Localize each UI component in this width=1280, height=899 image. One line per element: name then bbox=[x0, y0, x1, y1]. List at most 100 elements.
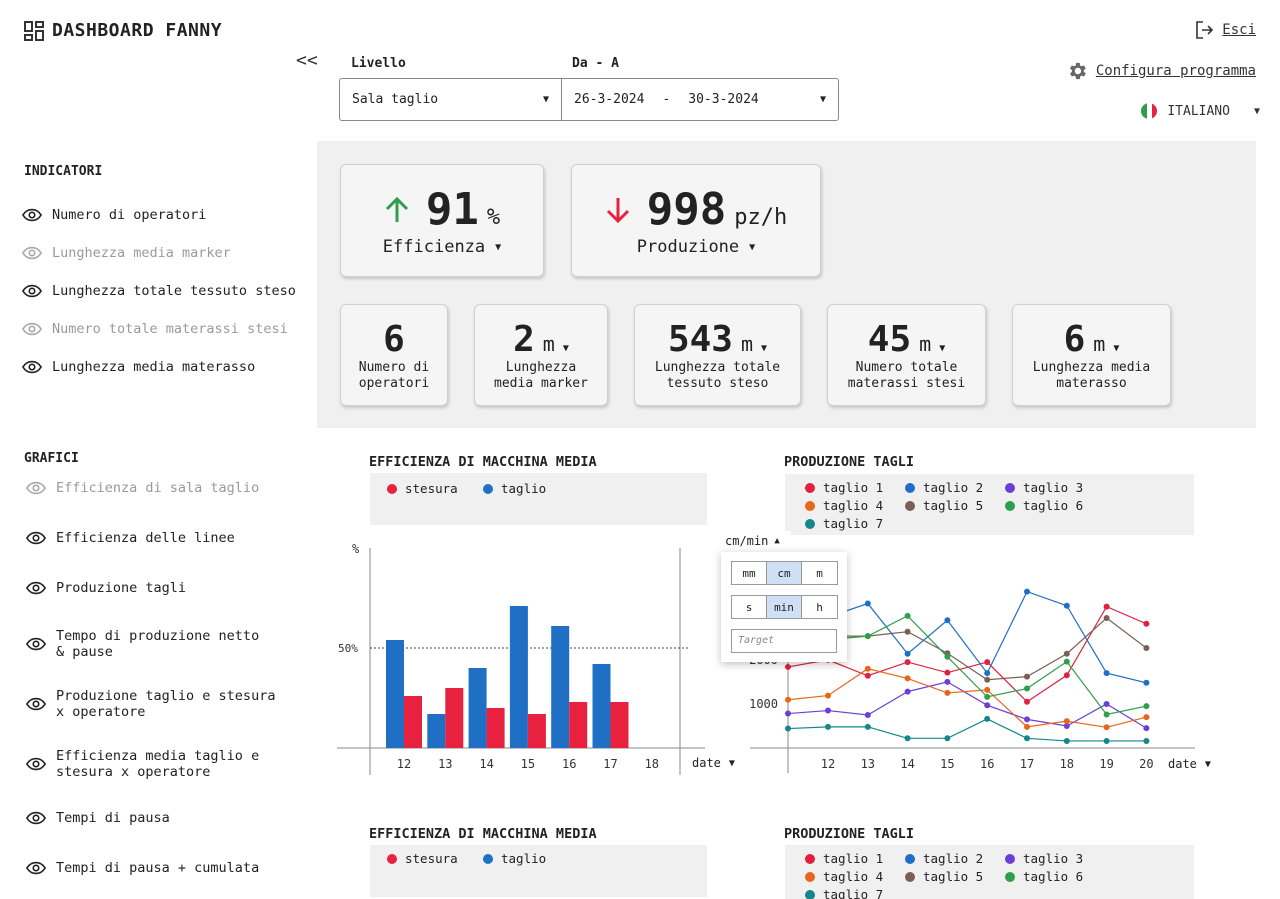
indicator-toggle[interactable]: Lunghezza totale tessuto steso bbox=[22, 283, 296, 299]
legend-item[interactable]: taglio 1 bbox=[805, 480, 883, 495]
chart-toggle[interactable]: Tempi di pausa + cumulata bbox=[26, 860, 259, 876]
kpi-value: 6 bbox=[1063, 318, 1086, 360]
data-point bbox=[904, 612, 911, 619]
level-select[interactable]: Sala taglio ▼ bbox=[340, 79, 562, 120]
legend-label: taglio 3 bbox=[1023, 480, 1084, 495]
legend-item[interactable]: taglio 6 bbox=[1005, 869, 1083, 884]
legend-item[interactable]: taglio 7 bbox=[805, 887, 883, 899]
eye-hidden-icon bbox=[22, 246, 42, 260]
bar-chart-x-unit-select[interactable]: date ▼ bbox=[692, 756, 735, 770]
chart-toggle-label: stesura x operatore bbox=[56, 764, 211, 780]
indicator-label: Lunghezza media marker bbox=[52, 245, 231, 261]
logout-button[interactable]: Esci bbox=[1194, 20, 1256, 40]
level-value: Sala taglio bbox=[352, 92, 439, 107]
unit-option-m[interactable]: m bbox=[816, 566, 823, 580]
chart-toggle[interactable]: Produzione tagli bbox=[26, 580, 186, 596]
indicator-label: Lunghezza totale tessuto steso bbox=[52, 283, 296, 299]
bar-stesura bbox=[610, 702, 629, 748]
data-point bbox=[864, 711, 871, 718]
legend-item-stesura[interactable]: stesura bbox=[387, 851, 458, 866]
kpi-mattress-length-card[interactable]: 6 m ▼ Lunghezza media materasso bbox=[1012, 304, 1171, 406]
legend-item-stesura[interactable]: stesura bbox=[387, 481, 458, 496]
legend-item-taglio[interactable]: taglio bbox=[483, 481, 546, 496]
language-select[interactable]: ITALIANO ▼ bbox=[1141, 103, 1260, 119]
configure-program-button[interactable]: Configura programma bbox=[1066, 60, 1256, 82]
kpi-fabric-length-card[interactable]: 543 m ▼ Lunghezza totale tessuto steso bbox=[634, 304, 801, 406]
data-point bbox=[1024, 735, 1030, 742]
date-range-picker[interactable]: 26-3-2024 - 30-3-2024 ▼ bbox=[562, 79, 838, 120]
legend-label: stesura bbox=[405, 851, 458, 866]
legend-item[interactable]: taglio 7 bbox=[805, 516, 883, 531]
chart-toggle[interactable]: Produzione taglio e stesura x operatore bbox=[26, 688, 275, 720]
unit-current: cm/min bbox=[725, 534, 769, 548]
unit-option-min[interactable]: min bbox=[767, 596, 802, 618]
chevron-down-icon: ▼ bbox=[939, 342, 946, 354]
data-point bbox=[1024, 716, 1030, 723]
legend-item[interactable]: taglio 5 bbox=[905, 869, 983, 884]
target-input[interactable]: Target bbox=[731, 629, 837, 653]
legend-item[interactable]: taglio 3 bbox=[1005, 851, 1083, 866]
collapse-sidebar-button[interactable]: << bbox=[296, 50, 318, 71]
chart-toggle[interactable]: Tempo di produzione netto & pause bbox=[26, 628, 259, 660]
unit-option-h[interactable]: h bbox=[816, 600, 823, 614]
legend-item[interactable]: taglio 2 bbox=[905, 851, 983, 866]
chevron-down-icon: ▼ bbox=[1113, 342, 1120, 354]
data-point bbox=[1063, 602, 1070, 609]
indicator-toggle[interactable]: Numero totale materassi stesi bbox=[22, 321, 288, 337]
kpi-marker-length-card[interactable]: 2 m ▼ Lunghezza media marker bbox=[474, 304, 608, 406]
legend-dot bbox=[805, 853, 815, 864]
unit-option-cm[interactable]: cm bbox=[767, 562, 802, 584]
kpi-label: Efficienza bbox=[382, 237, 486, 257]
chart-toggle[interactable]: Efficienza media taglio e stesura x opera… bbox=[26, 748, 259, 780]
indicator-toggle[interactable]: Lunghezza media marker bbox=[22, 245, 231, 261]
x-tick-label: 15 bbox=[940, 757, 954, 771]
x-tick-label: 18 bbox=[1060, 757, 1074, 771]
chevron-down-icon: ▼ bbox=[749, 241, 756, 253]
line-chart-title: PRODUZIONE TAGLI bbox=[784, 454, 915, 470]
legend-item[interactable]: taglio 6 bbox=[1005, 498, 1083, 513]
bar-taglio bbox=[551, 626, 570, 748]
kpi-production-card[interactable]: 998 pz/h Produzione ▼ bbox=[571, 164, 821, 277]
time-unit-selector: s min h bbox=[731, 595, 838, 619]
data-point bbox=[1103, 615, 1110, 622]
data-point bbox=[1103, 724, 1110, 731]
data-point bbox=[1063, 672, 1070, 679]
kpi-unit: m bbox=[1093, 331, 1106, 356]
unit-picker-toggle[interactable]: cm/min ▲ bbox=[721, 531, 791, 551]
legend-item-taglio[interactable]: taglio bbox=[483, 851, 546, 866]
data-point bbox=[1143, 703, 1150, 710]
chart-toggle[interactable]: Efficienza delle linee bbox=[26, 530, 235, 546]
indicator-label: Numero totale materassi stesi bbox=[52, 321, 288, 337]
unit-option-s[interactable]: s bbox=[732, 596, 767, 618]
data-point bbox=[904, 628, 911, 635]
kpi-efficiency-card[interactable]: 91 % Efficienza ▼ bbox=[340, 164, 544, 277]
chart-toggle[interactable]: Efficienza di sala taglio bbox=[26, 480, 259, 496]
eye-icon bbox=[26, 697, 46, 711]
kpi-mattresses-card[interactable]: 45 m ▼ Numero totale materassi stesi bbox=[827, 304, 986, 406]
legend-item[interactable]: taglio 4 bbox=[805, 869, 883, 884]
unit-option-mm[interactable]: mm bbox=[732, 562, 767, 584]
legend-item[interactable]: taglio 3 bbox=[1005, 480, 1083, 495]
kpi-label-line: tessuto steso bbox=[666, 375, 769, 391]
legend-item[interactable]: taglio 4 bbox=[805, 498, 883, 513]
legend-dot bbox=[387, 853, 397, 864]
bar-chart-title: EFFICIENZA DI MACCHINA MEDIA bbox=[369, 454, 597, 470]
eye-icon bbox=[22, 208, 42, 222]
bar-taglio bbox=[509, 606, 528, 748]
bar-chart: % 50% 12 13 14 15 16 17 18 bbox=[337, 542, 705, 775]
legend-item[interactable]: taglio 2 bbox=[905, 480, 983, 495]
eye-icon bbox=[22, 284, 42, 298]
indicator-toggle[interactable]: Numero di operatori bbox=[22, 207, 206, 223]
data-point bbox=[1103, 603, 1110, 610]
legend-item[interactable]: taglio 5 bbox=[905, 498, 983, 513]
line-chart-x-unit-select[interactable]: date ▼ bbox=[1168, 757, 1211, 771]
indicator-toggle[interactable]: Lunghezza media materasso bbox=[22, 359, 255, 375]
kpi-label-line: operatori bbox=[358, 375, 430, 391]
x-tick-label: 14 bbox=[479, 757, 493, 771]
chart-toggle[interactable]: Tempi di pausa bbox=[26, 810, 170, 826]
legend-item[interactable]: taglio 1 bbox=[805, 851, 883, 866]
legend-dot bbox=[905, 482, 915, 493]
kpi-operators-card[interactable]: 6 Numero di operatori bbox=[340, 304, 448, 406]
eye-icon bbox=[26, 811, 46, 825]
data-point bbox=[1063, 722, 1070, 729]
